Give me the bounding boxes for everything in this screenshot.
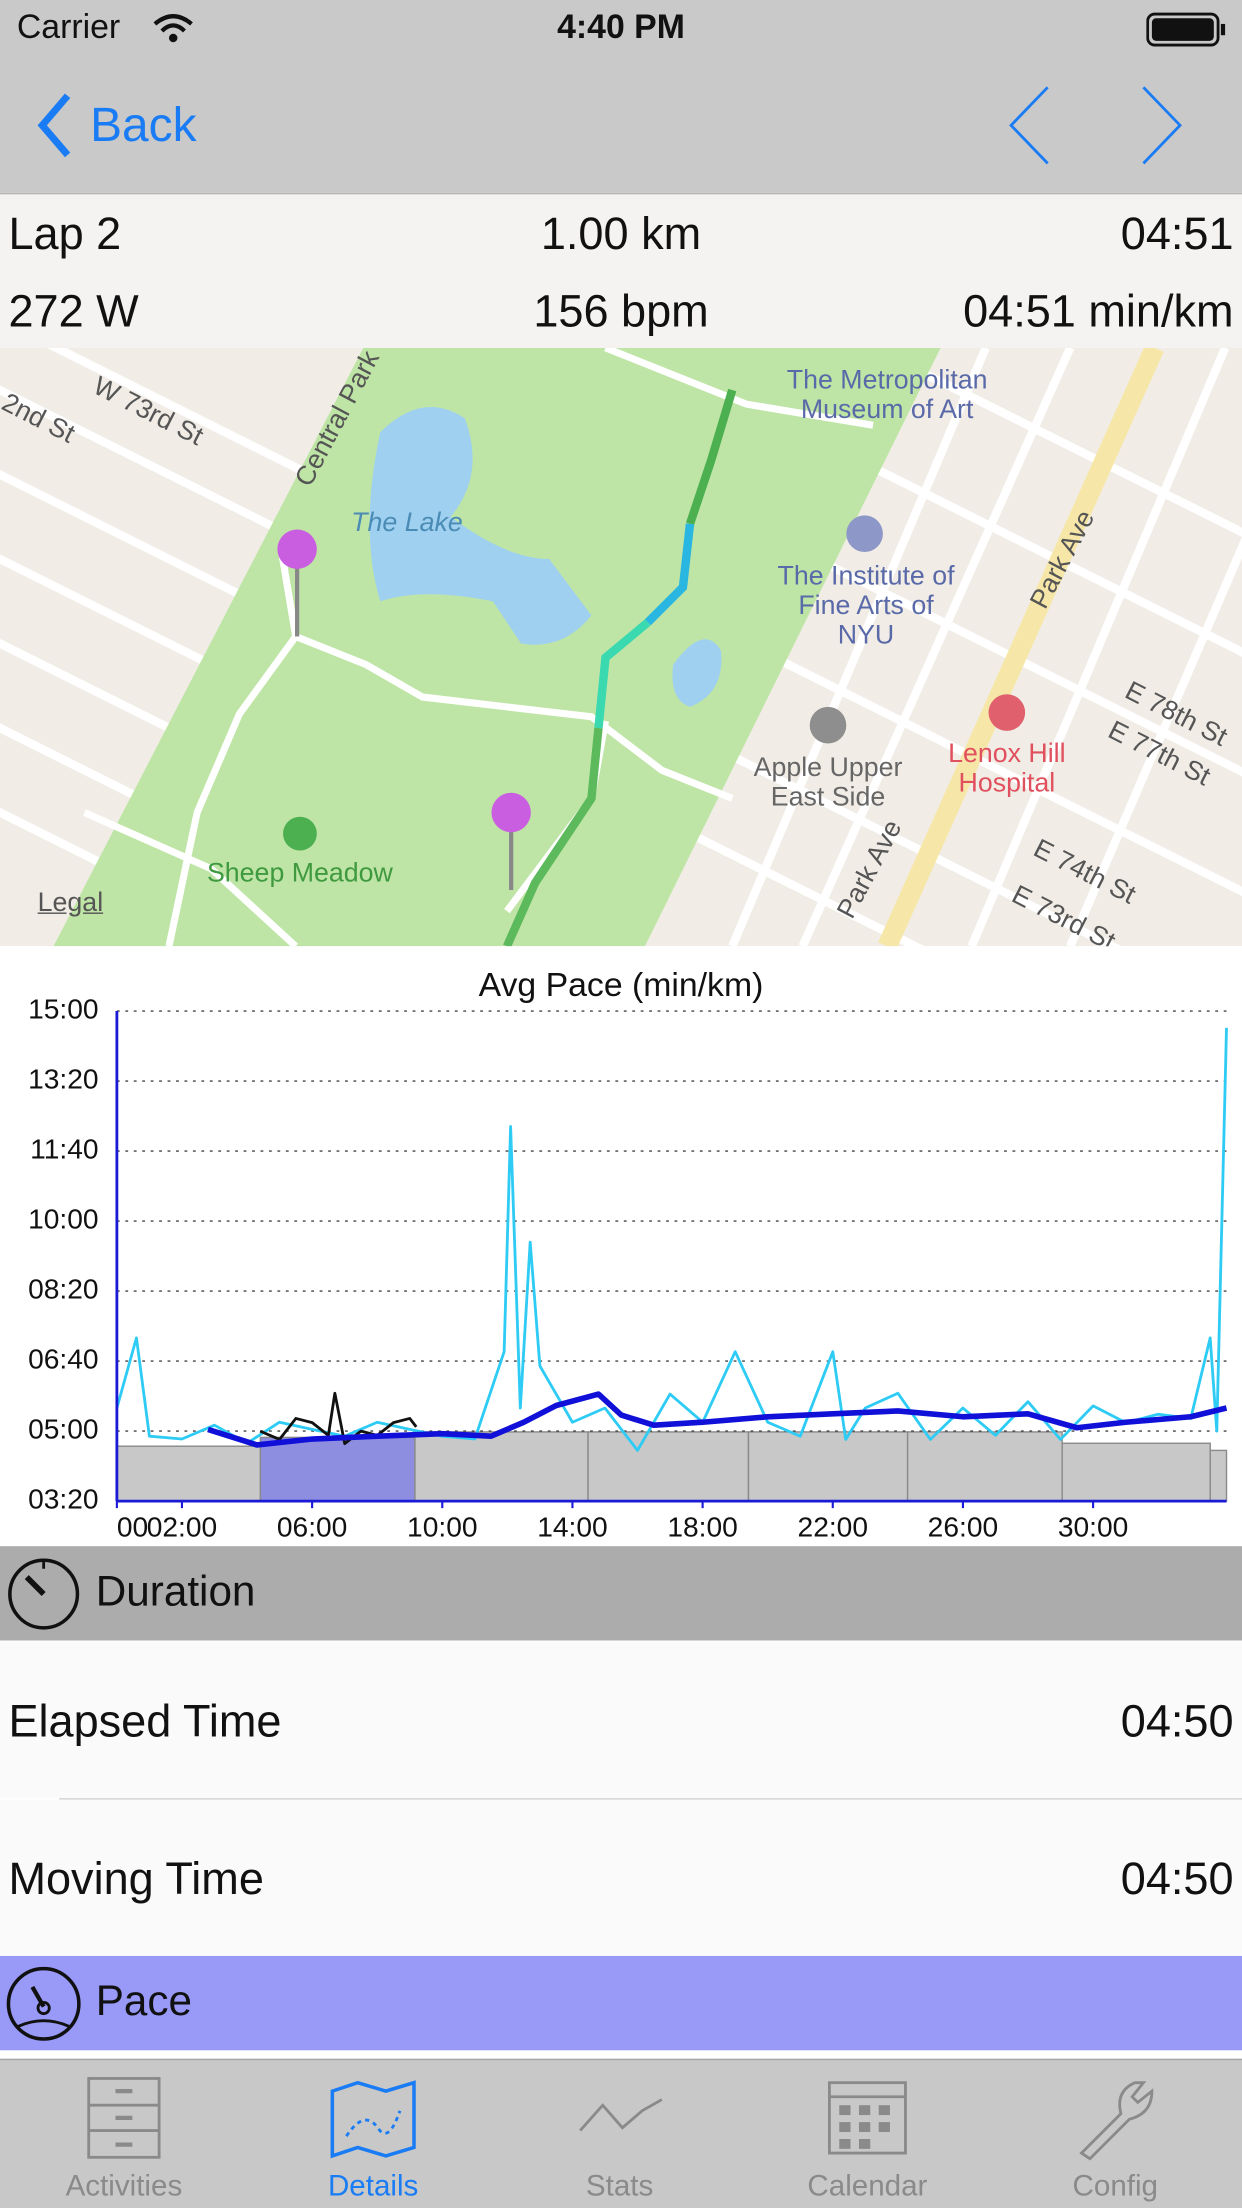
x-tick-label: 18:00 (667, 1512, 737, 1543)
y-tick-label: 06:40 (28, 1344, 98, 1375)
section-header: Pace (0, 1955, 1242, 2051)
tab-icon (827, 2081, 907, 2155)
next-button[interactable] (1135, 82, 1191, 169)
carrier: Carrier (16, 8, 121, 47)
y-tick-label: 10:00 (28, 1204, 98, 1235)
map-label: Lenox Hill Hospital (948, 739, 1066, 799)
row-label: Moving Time (8, 1853, 264, 1904)
battery-icon (1146, 12, 1226, 47)
tab-icon (87, 2077, 161, 2159)
lap-bar (906, 1431, 1063, 1502)
y-tick-label: 03:20 (28, 1484, 98, 1515)
row-value: 04:50 (1120, 1853, 1234, 1904)
tab-label[interactable]: Stats (585, 2169, 654, 2203)
y-tick-label: 05:00 (28, 1414, 98, 1445)
table-row: Moving Time 04:50 (0, 1799, 1242, 1956)
lap-bar (259, 1436, 416, 1502)
back-button[interactable]: Back (90, 98, 197, 153)
lap-bar (414, 1431, 589, 1502)
map-label: The Institute of Fine Arts of NYU (777, 561, 955, 651)
clock: 4:40 PM (557, 8, 685, 47)
y-tick-label: 11:40 (30, 1133, 98, 1164)
legal-link[interactable]: Legal (37, 888, 104, 919)
pace-icon (6, 1966, 81, 2041)
lap-time: 04:51 (1120, 208, 1234, 260)
pace-line (115, 1027, 1228, 1452)
section-title: Pace (95, 1978, 193, 2025)
y-tick-label: 08:20 (28, 1274, 98, 1305)
navigation-bar: Carrier 4:40 PM Back (0, 0, 1242, 193)
tab-label[interactable]: Activities (65, 2169, 183, 2203)
lap-bar (587, 1431, 750, 1502)
x-tick-label: 02:00 (147, 1512, 217, 1543)
lap-power: 272 W (8, 285, 139, 337)
tab-icon (579, 2098, 663, 2132)
map-label: The Lake (351, 508, 463, 538)
previous-button[interactable] (1003, 82, 1059, 169)
lap-bar (1061, 1442, 1211, 1502)
pace-chart: Avg Pace (min/km) 15:00 13:20 11:40 10:00 08… (28, 966, 1228, 1543)
lap-bar (747, 1431, 909, 1502)
row-label: Elapsed Time (8, 1695, 282, 1747)
y-tick-label: 15:00 (28, 993, 98, 1024)
wifi-icon (153, 14, 193, 43)
x-tick-label: 22:00 (798, 1512, 868, 1543)
duration-icon (8, 1558, 80, 1630)
back-chevron[interactable] (34, 90, 76, 160)
section-header: Duration (0, 1546, 1242, 1641)
x-tick-label: 14:00 (537, 1512, 607, 1543)
x-tick-label: 30:00 (1058, 1512, 1128, 1543)
lap-name: Lap 2 (8, 208, 122, 260)
pace-line (259, 1391, 418, 1446)
chart-title: Avg Pace (min/km) (479, 966, 764, 1004)
lap-summary: Lap 2 1.00 km 04:51 272 W 156 bpm 04:51 … (0, 192, 1242, 350)
tab-icon (330, 2080, 416, 2159)
tab-label[interactable]: Config (1072, 2169, 1158, 2203)
lap-pace: 04:51 min/km (963, 285, 1234, 337)
tab-bar: Activities Details Stats Calendar Config (0, 2058, 1242, 2208)
section-title: Duration (95, 1568, 256, 1616)
x-tick-label: 10:00 (407, 1512, 477, 1543)
x-tick-label: 06:00 (277, 1512, 347, 1543)
table-row: Elapsed Time 04:50 (0, 1641, 1242, 1799)
lap-heart-rate: 156 bpm (533, 285, 709, 337)
tab-label[interactable]: Details (327, 2169, 419, 2203)
separator (59, 1798, 1242, 1800)
map[interactable]: The Lake The Metropolitan Museum of Art … (0, 347, 1242, 947)
map-canvas (0, 347, 1242, 947)
row-value: 04:50 (1120, 1695, 1234, 1747)
lap-distance: 1.00 km (540, 208, 702, 260)
map-label: Apple Upper East Side (753, 753, 903, 813)
y-tick-label: 13:20 (28, 1064, 98, 1095)
map-label: Sheep Meadow (206, 858, 393, 889)
tab-label[interactable]: Calendar (807, 2169, 928, 2203)
x-tick-label: 00 (117, 1512, 148, 1543)
tab-icon (1079, 2081, 1154, 2161)
pace-line (207, 1391, 1228, 1448)
lap-bar (116, 1445, 262, 1502)
map-label: The Metropolitan Museum of Art (786, 366, 988, 426)
x-tick-label: 26:00 (928, 1512, 998, 1543)
lap-bar (1209, 1449, 1228, 1502)
